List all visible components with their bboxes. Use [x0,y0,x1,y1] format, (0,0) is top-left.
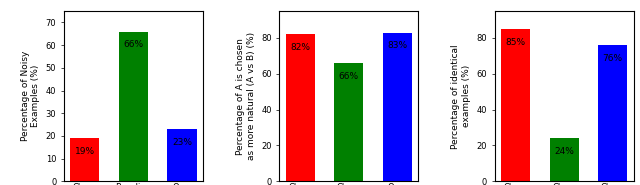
Y-axis label: Percentage of Noisy
Examples (%): Percentage of Noisy Examples (%) [20,51,40,141]
Bar [501,29,530,181]
Bar [285,34,315,181]
Text: 24%: 24% [554,147,574,156]
Text: 76%: 76% [603,54,623,63]
Y-axis label: Percentage of identical
examples (%): Percentage of identical examples (%) [451,44,471,149]
Bar [334,63,364,181]
Bar [598,45,627,181]
Text: 82%: 82% [290,43,310,52]
Text: 66%: 66% [339,72,359,80]
Text: 19%: 19% [75,147,95,156]
Text: 23%: 23% [172,138,192,147]
Bar [119,31,148,181]
Text: 83%: 83% [387,41,408,50]
Bar [70,138,99,181]
Text: 85%: 85% [506,38,525,46]
Y-axis label: Percentage of A is chosen
as more natural (A vs B) (%): Percentage of A is chosen as more natura… [236,32,255,160]
Text: 66%: 66% [124,40,143,49]
Bar [550,138,579,181]
Bar [168,129,196,181]
Bar [383,33,412,181]
